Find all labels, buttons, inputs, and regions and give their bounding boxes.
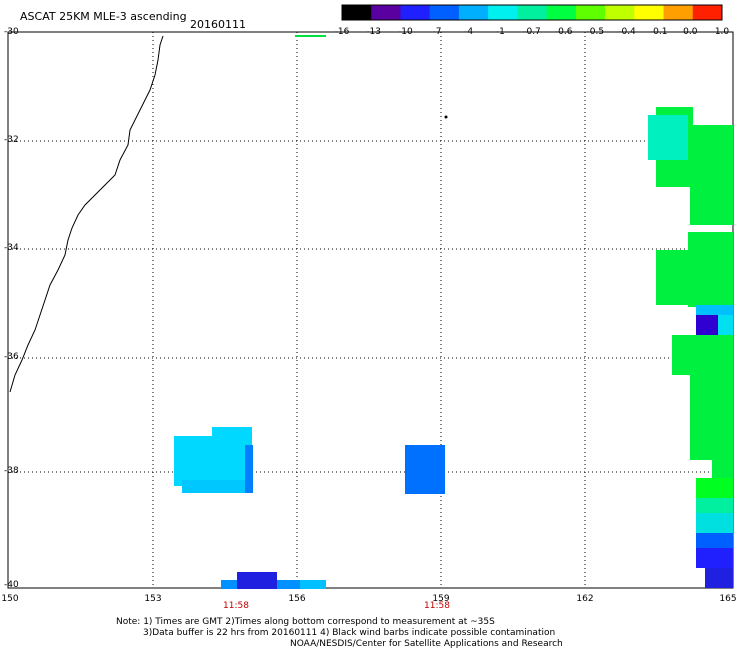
lat-label-32: -32: [4, 135, 19, 145]
time-label-2: 11:58: [424, 601, 450, 611]
colorbar-label: -13: [366, 27, 381, 37]
time-label-1: 11:58: [223, 601, 249, 611]
note-line-3: NOAA/NESDIS/Center for Satellite Applica…: [290, 639, 563, 649]
colorbar-segment: [605, 5, 635, 20]
plot-frame: [7, 31, 734, 589]
lat-label-36: -36: [4, 352, 19, 362]
colorbar-label: -0.7: [523, 27, 541, 37]
lon-label-150: 150: [1, 594, 19, 604]
map-date: 20160111: [190, 18, 246, 31]
lon-label-153: 153: [144, 594, 162, 604]
note-line-2: 3)Data buffer is 22 hrs from 20160111 4)…: [143, 628, 556, 638]
gridlines: [8, 32, 733, 588]
colorbar-label: -0.4: [618, 27, 636, 37]
note-line-1: Note: 1) Times are GMT 2)Times along bot…: [116, 617, 495, 627]
colorbar-segment: [429, 5, 460, 20]
colorbar-segment: [342, 5, 372, 20]
colorbar: [342, 5, 723, 20]
colorbar-segment: [692, 5, 723, 20]
colorbar-segment: [634, 5, 665, 20]
colorbar-label: -0.1: [649, 27, 668, 37]
colorbar-segment: [488, 5, 518, 20]
colorbar-segment: [458, 5, 489, 20]
lon-label-156: 156: [288, 594, 306, 604]
lat-label-34: -34: [4, 243, 19, 253]
map-title: ASCAT 25KM MLE-3 ascending: [20, 10, 187, 23]
colorbar-segment: [663, 5, 694, 20]
lat-label-30: -30: [4, 27, 19, 37]
lon-label-159: 159: [432, 594, 450, 604]
lon-label-162: 162: [576, 594, 594, 604]
colorbar-label: -16: [334, 27, 350, 37]
coastline: [9, 35, 164, 393]
lon-label-165: 165: [719, 594, 737, 604]
colorbar-label: -0.6: [554, 27, 573, 37]
lat-label-40: -40: [4, 580, 19, 590]
colorbar-label: -1: [495, 27, 505, 37]
colorbar-label: -10: [397, 27, 413, 37]
colorbar-segment: [400, 5, 431, 20]
colorbar-segment: [371, 5, 401, 20]
colorbar-label: -7: [432, 27, 442, 37]
colorbar-segment: [517, 5, 548, 20]
colorbar-label: 0.0: [683, 27, 698, 37]
lat-label-38: -38: [4, 466, 19, 476]
colorbar-label: -4: [464, 27, 474, 37]
colorbar-label: 1.0: [714, 27, 730, 37]
wind-patches: [174, 107, 733, 589]
colorbar-label: -0.5: [586, 27, 605, 37]
colorbar-segment: [575, 5, 606, 20]
colorbar-segment: [546, 5, 577, 20]
